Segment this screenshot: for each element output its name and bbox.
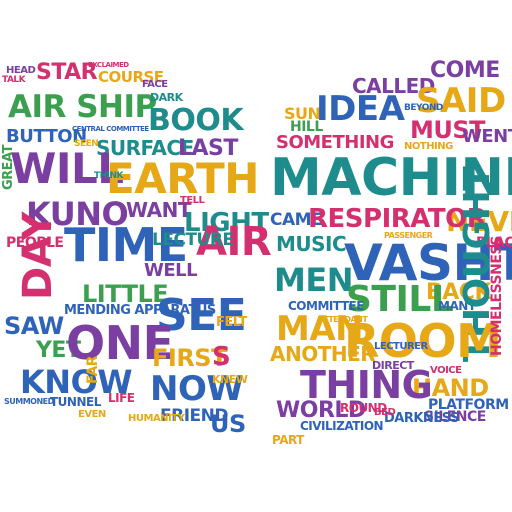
right-word-said: SAID [416, 81, 506, 121]
left-word-talk: TALK [2, 75, 26, 85]
left-word-s: S [212, 342, 231, 372]
right-word-lecturer: LECTURER [374, 341, 428, 352]
right-word-came: CAME [270, 210, 323, 230]
left-word-last: LAST [178, 136, 238, 161]
right-word-part: PART [272, 433, 304, 447]
left-word-surface: SURFACE [96, 136, 194, 160]
right-word-man: MAN [276, 309, 364, 349]
right-word-attendant: ATTENDANT [318, 315, 368, 324]
left-word-air-ship: AIR SHIP [8, 89, 157, 125]
right-word-vashti: VASHTI [344, 234, 512, 292]
right-word-went: WENT [462, 126, 512, 147]
right-word-sun: SUN [284, 104, 321, 123]
right-word-civilization: CIVILIZATION [300, 419, 384, 433]
right-word-back: BACK [426, 280, 492, 305]
left-word-seen: SEEN [74, 139, 99, 149]
right-word-men: MEN [274, 261, 353, 299]
right-word-round: ROUND [340, 401, 387, 415]
left-word-will: WILL [10, 144, 124, 193]
left-word-central-committee: CENTRAL COMMITTEE [72, 125, 149, 133]
right-word-something: SOMETHING [276, 132, 394, 153]
left-word-friend: FRIEND [160, 406, 228, 426]
left-word-tell: TELL [180, 195, 205, 206]
right-word-hill: HILL [290, 119, 323, 135]
left-word-now: NOW [150, 369, 244, 409]
left-word-know: KNOW [20, 363, 133, 401]
left-word-humanity: HUMANITY [128, 413, 185, 424]
right-word-still: STILL [346, 279, 454, 320]
left-word-first: FIRST [152, 344, 227, 372]
left-word-even: EVEN [78, 409, 106, 420]
right-word-homelessness: HOMELESSNESS [489, 236, 505, 356]
left-word-dark: DARK [150, 91, 183, 104]
right-word-world: WORLD [276, 398, 366, 423]
right-word-music: MUSIC [276, 232, 347, 256]
left-word-day: DAY [15, 212, 61, 300]
left-word-course: COURSE [98, 68, 164, 86]
right-word-must: MUST [410, 116, 486, 144]
right-word-passenger: PASSENGER [384, 231, 433, 240]
left-word-felt: FELT [216, 315, 247, 330]
right-word-respirator: RESPIRATOR [308, 204, 487, 234]
right-word-thing: THING [300, 363, 433, 407]
left-word-book: BOOK [148, 103, 244, 138]
right-word-another: ANOTHER [270, 342, 376, 366]
left-word-exclaimed: EXCLAIMED [88, 61, 129, 69]
left-word-mending-apparatus: MENDING APPARATUS [64, 303, 216, 318]
left-word-lecture: LECTURE [152, 230, 234, 250]
right-word-beyond: BEYOND [404, 103, 443, 113]
right-word-darkness: DARKNESS [384, 411, 459, 426]
right-word-idea: IDEA [316, 89, 405, 129]
left-word-air: AIR [196, 219, 272, 265]
left-word-people: PEOPLE [6, 235, 64, 251]
left-word-earth: EARTH [106, 154, 259, 203]
right-word-room: ROOM [344, 314, 502, 368]
left-word-face: FACE [142, 79, 168, 90]
left-word-button: BUTTON [6, 126, 87, 147]
left-word-yet: YET [36, 338, 81, 363]
right-word-committee: COMMITTEE [288, 299, 364, 313]
left-word-star: STAR [36, 60, 98, 85]
left-word-head: HEAD [6, 65, 36, 76]
left-word-see: SEE [156, 290, 247, 341]
left-word-knew: KNEW [212, 373, 248, 386]
right-word-bed: BED [374, 407, 396, 418]
right-word-many: MANY [438, 299, 476, 313]
right-word-come: COME [430, 58, 500, 83]
left-word-life: LIFE [108, 391, 135, 405]
left-word-well: WELL [144, 260, 198, 281]
left-word-kuno: KUNO [26, 195, 129, 233]
right-word-voice: VOICE [430, 365, 462, 376]
left-word-think: THINK [94, 171, 124, 181]
left-word-us: US [210, 410, 246, 438]
left-word-saw: SAW [4, 312, 64, 340]
right-word-place: PLACE [476, 235, 512, 251]
left-word-light: LIGHT [184, 208, 269, 238]
left-word-great: GREAT [1, 145, 16, 190]
right-word-direct: DIRECT [372, 359, 414, 372]
left-word-one: ONE [66, 316, 174, 370]
right-word-platform: PLATFORM [428, 397, 509, 413]
left-word-summoned: SUMMONED [4, 397, 54, 406]
left-word-little: LITTLE [82, 280, 169, 308]
left-word-tunnel: TUNNEL [50, 395, 101, 409]
right-word-nothing: NOTHING [404, 141, 453, 152]
right-word-silence: SILENCE [424, 409, 486, 425]
right-word-never: NEVER [446, 205, 512, 238]
left-word-far: FAR [85, 355, 101, 384]
right-word-hand: HAND [412, 374, 489, 402]
right-word-machine: MACHINE [270, 148, 512, 208]
right-word-called: CALLED [352, 74, 435, 98]
left-word-time: TIME [64, 218, 188, 272]
left-word-want: WANT [126, 198, 192, 222]
